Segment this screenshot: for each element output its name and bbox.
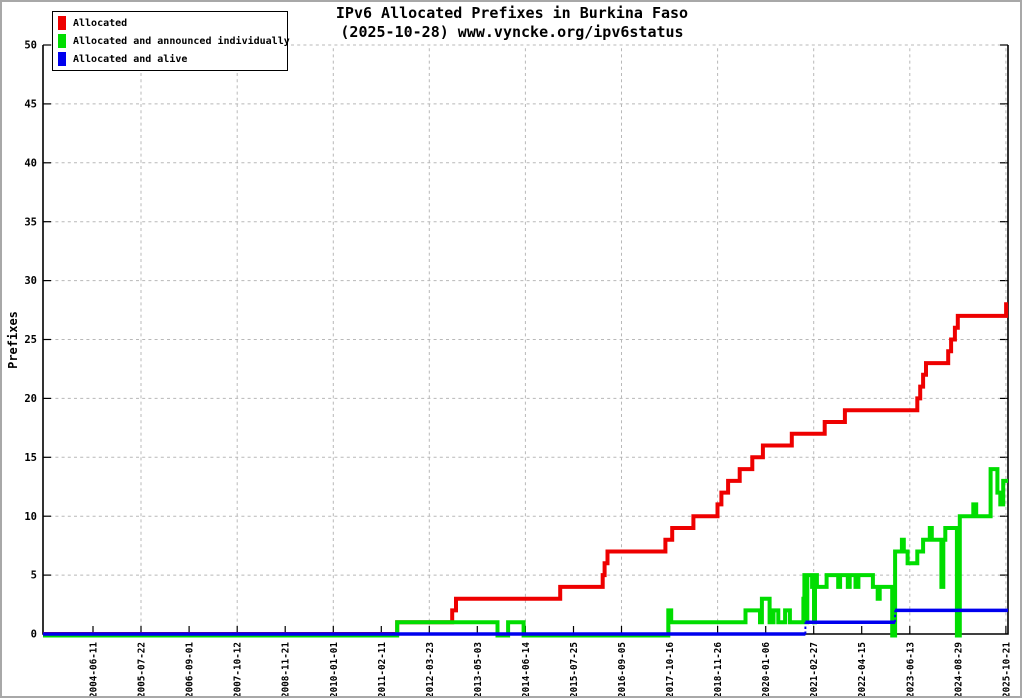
chart-title-line2: (2025-10-28) www.vyncke.org/ipv6status: [340, 23, 684, 41]
svg-text:50: 50: [24, 40, 37, 52]
svg-text:2020-01-06: 2020-01-06: [761, 642, 772, 698]
svg-text:2015-07-25: 2015-07-25: [569, 642, 580, 698]
svg-text:30: 30: [24, 275, 37, 287]
legend-marker: [58, 16, 66, 30]
svg-text:2024-08-29: 2024-08-29: [953, 642, 964, 698]
svg-text:2007-10-12: 2007-10-12: [233, 642, 244, 698]
svg-text:2025-10-21: 2025-10-21: [1001, 642, 1012, 698]
svg-text:2022-04-15: 2022-04-15: [857, 642, 868, 698]
svg-text:2017-10-16: 2017-10-16: [665, 642, 676, 698]
svg-text:20: 20: [24, 393, 37, 405]
svg-text:2014-06-14: 2014-06-14: [521, 642, 532, 698]
svg-text:2018-11-26: 2018-11-26: [713, 642, 724, 698]
y-axis-label: Prefixes: [6, 311, 20, 369]
chart-title-line1: IPv6 Allocated Prefixes in Burkina Faso: [335, 4, 689, 22]
legend-item: Allocated: [58, 14, 287, 32]
svg-text:2021-02-27: 2021-02-27: [809, 642, 820, 698]
legend-item: Allocated and announced individually: [58, 32, 290, 50]
svg-text:2016-09-05: 2016-09-05: [617, 642, 628, 698]
legend-item: Allocated and alive: [58, 50, 287, 68]
svg-text:2005-07-22: 2005-07-22: [137, 642, 148, 698]
svg-text:2008-11-21: 2008-11-21: [281, 642, 292, 698]
svg-text:2011-02-11: 2011-02-11: [377, 642, 388, 698]
svg-text:10: 10: [24, 511, 37, 523]
svg-text:0: 0: [31, 629, 37, 641]
svg-text:25: 25: [24, 334, 37, 346]
legend-item-label: Allocated and announced individually: [73, 35, 290, 47]
svg-text:35: 35: [24, 216, 37, 228]
svg-text:2012-03-23: 2012-03-23: [425, 642, 436, 698]
svg-text:2013-05-03: 2013-05-03: [473, 642, 484, 698]
legend-marker: [58, 52, 66, 66]
svg-text:40: 40: [24, 157, 37, 169]
svg-text:2006-09-01: 2006-09-01: [185, 642, 196, 698]
svg-text:45: 45: [24, 99, 37, 111]
svg-text:2004-06-11: 2004-06-11: [89, 642, 100, 698]
legend-item-label: Allocated: [73, 17, 128, 29]
svg-text:2023-06-13: 2023-06-13: [905, 642, 916, 698]
legend-marker: [58, 34, 66, 48]
svg-text:5: 5: [31, 570, 37, 582]
svg-text:2010-01-01: 2010-01-01: [329, 642, 340, 698]
legend: Allocated Allocated and announced indivi…: [52, 11, 290, 71]
legend-item-label: Allocated and alive: [73, 53, 188, 65]
svg-text:15: 15: [24, 452, 37, 464]
